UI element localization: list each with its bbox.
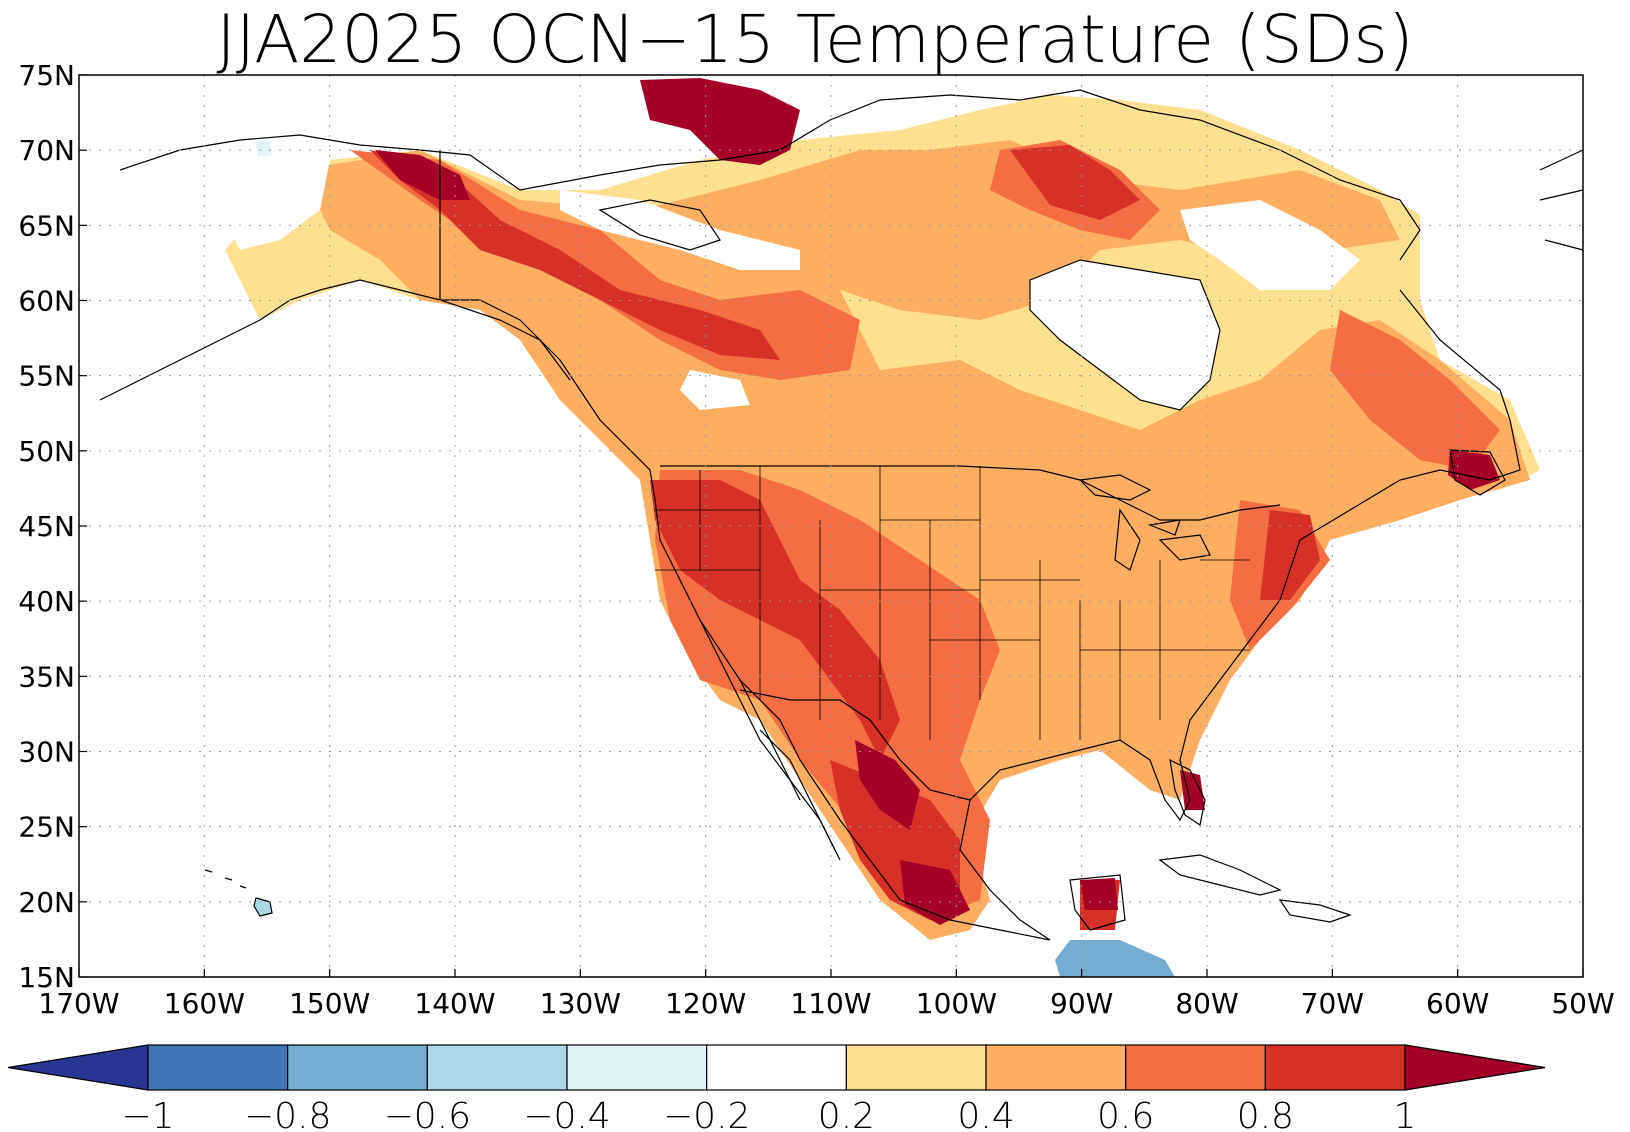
colorbar-low-extend bbox=[7, 1044, 149, 1091]
lon-tick-label: 80W bbox=[1175, 987, 1238, 1020]
colorbar-swatch bbox=[706, 1044, 847, 1091]
alaska-canada-border bbox=[439, 150, 571, 381]
lat-tick-label: 40N bbox=[18, 585, 75, 618]
colorbar-label: −0.2 bbox=[663, 1096, 750, 1132]
latitude-tick-labels: 15N 20N 25N 30N 35N 40N 45N 50N 55N 60N 65N 70N 75N bbox=[18, 59, 75, 994]
lat-tick-label: 55N bbox=[18, 360, 75, 393]
lat-tick-label: 30N bbox=[18, 736, 75, 769]
lat-tick-label: 75N bbox=[18, 59, 75, 92]
colorbar-label: −1 bbox=[121, 1096, 174, 1132]
lon-tick-label: 140W bbox=[414, 987, 495, 1020]
colorbar-label: 1 bbox=[1394, 1096, 1417, 1132]
colorbar bbox=[7, 1044, 1546, 1091]
hawaii-islands bbox=[204, 869, 273, 917]
lon-tick-label: 50W bbox=[1551, 987, 1614, 1020]
colorbar-swatch bbox=[287, 1044, 428, 1091]
colorbar-swatch bbox=[985, 1044, 1127, 1091]
lat-tick-label: 25N bbox=[18, 811, 75, 844]
lat-tick-label: 60N bbox=[18, 285, 75, 318]
land-outlines bbox=[99, 89, 1584, 941]
colorbar-label: −0.4 bbox=[523, 1096, 610, 1132]
lon-tick-label: 90W bbox=[1050, 987, 1113, 1020]
colorbar-label: −0.8 bbox=[244, 1096, 331, 1132]
lon-tick-label: 70W bbox=[1301, 987, 1364, 1020]
greenland-coast bbox=[1539, 149, 1584, 251]
colorbar-label: 0.4 bbox=[957, 1096, 1014, 1132]
anomaly-region-cool-alaska bbox=[255, 140, 272, 157]
colorbar-high-extend bbox=[1404, 1044, 1546, 1091]
newfoundland-coast bbox=[1449, 449, 1506, 496]
anomaly-region-neutral bbox=[225, 135, 1360, 410]
anomaly-shading bbox=[225, 78, 1540, 977]
lat-tick-label: 50N bbox=[18, 435, 75, 468]
us-state-lines bbox=[655, 466, 1250, 740]
yucatan-coast bbox=[1069, 874, 1126, 931]
hispaniola-coast bbox=[1278, 899, 1352, 923]
lon-tick-label: 110W bbox=[790, 987, 871, 1020]
us-mexico-border bbox=[739, 689, 971, 801]
lat-tick-label: 35N bbox=[18, 660, 75, 693]
lat-tick-label: 15N bbox=[18, 961, 75, 994]
colorbar-swatch bbox=[1125, 1044, 1266, 1091]
lat-tick-label: 45N bbox=[18, 510, 75, 543]
lon-tick-label: 160W bbox=[164, 987, 245, 1020]
great-lakes bbox=[1078, 474, 1211, 571]
colorbar-swatch bbox=[1264, 1044, 1406, 1091]
colorbar-swatch bbox=[426, 1044, 568, 1091]
lat-tick-label: 20N bbox=[18, 886, 75, 919]
baja-coast bbox=[699, 619, 836, 851]
anomaly-region-moderate bbox=[300, 140, 1530, 940]
anomaly-region-cool bbox=[1055, 940, 1175, 977]
hudson-bay-coast bbox=[1029, 259, 1221, 411]
colorbar-label: 0.6 bbox=[1097, 1096, 1154, 1132]
lat-tick-label: 65N bbox=[18, 209, 75, 242]
lon-tick-label: 150W bbox=[289, 987, 370, 1020]
lon-tick-label: 130W bbox=[540, 987, 621, 1020]
colorbar-swatch bbox=[566, 1044, 708, 1091]
great-bear-lake bbox=[598, 199, 721, 251]
colorbar-swatch bbox=[147, 1044, 289, 1091]
anomaly-region-very-high bbox=[370, 145, 1320, 930]
lon-tick-label: 100W bbox=[916, 987, 997, 1020]
colorbar-label: 0.8 bbox=[1237, 1096, 1294, 1132]
colorbar-swatch bbox=[845, 1044, 987, 1091]
colorbar-label: 0.2 bbox=[818, 1096, 875, 1132]
coastline bbox=[99, 89, 1521, 941]
lat-tick-label: 70N bbox=[18, 134, 75, 167]
lon-tick-label: 60W bbox=[1426, 987, 1489, 1020]
figure-title: JJA2025 OCN−15 Temperature (SDs) bbox=[216, 1, 1413, 78]
colorbar-labels: −1 −0.8 −0.6 −0.4 −0.2 0.2 0.4 0.6 0.8 1 bbox=[121, 1096, 1416, 1132]
colorbar-label: −0.6 bbox=[384, 1096, 471, 1132]
lon-tick-label: 120W bbox=[665, 987, 746, 1020]
longitude-tick-labels: 170W 160W 150W 140W 130W 120W 110W 100W 90W 80W 70… bbox=[38, 987, 1614, 1020]
map-area bbox=[78, 74, 1584, 978]
map-frame bbox=[78, 74, 1584, 978]
gridlines bbox=[78, 74, 1584, 978]
florida-coast bbox=[1169, 758, 1206, 826]
lon-tick-label: 170W bbox=[38, 987, 119, 1020]
cuba-coast bbox=[1158, 854, 1282, 896]
